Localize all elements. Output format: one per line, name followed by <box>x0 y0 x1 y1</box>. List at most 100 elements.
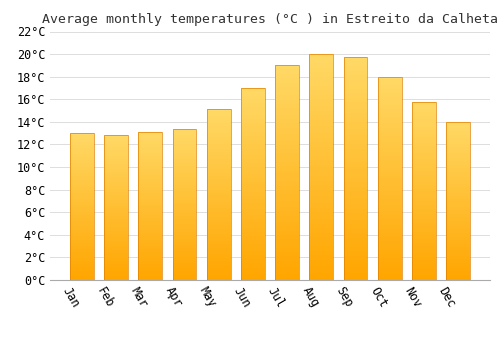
Bar <box>207 249 231 251</box>
Bar <box>344 244 367 247</box>
Bar <box>310 81 333 83</box>
Bar <box>172 238 197 239</box>
Bar <box>172 169 197 171</box>
Bar <box>104 179 128 180</box>
Bar <box>70 201 94 202</box>
Bar <box>70 211 94 212</box>
Bar <box>378 250 402 252</box>
Bar <box>412 251 436 253</box>
Bar <box>104 241 128 243</box>
Bar <box>70 160 94 161</box>
Bar <box>70 214 94 215</box>
Bar <box>310 115 333 117</box>
Bar <box>138 236 162 237</box>
Bar <box>412 210 436 212</box>
Bar <box>378 109 402 111</box>
Bar <box>172 253 197 254</box>
Bar <box>172 263 197 265</box>
Bar <box>70 164 94 166</box>
Bar <box>138 225 162 227</box>
Bar <box>172 148 197 150</box>
Bar <box>446 173 470 174</box>
Bar <box>70 166 94 167</box>
Bar <box>138 151 162 153</box>
Bar <box>378 223 402 225</box>
Bar <box>138 188 162 190</box>
Bar <box>275 203 299 205</box>
Bar <box>104 208 128 209</box>
Bar <box>70 172 94 173</box>
Bar <box>310 133 333 135</box>
Bar <box>172 197 197 198</box>
Bar <box>412 164 436 166</box>
Bar <box>172 257 197 259</box>
Bar <box>207 161 231 162</box>
Bar <box>378 170 402 172</box>
Bar <box>70 139 94 140</box>
Bar <box>310 65 333 68</box>
Bar <box>446 183 470 185</box>
Bar <box>275 233 299 235</box>
Bar <box>446 220 470 222</box>
Bar <box>207 123 231 125</box>
Bar <box>446 195 470 196</box>
Bar <box>104 203 128 205</box>
Bar <box>310 151 333 154</box>
Bar <box>138 243 162 245</box>
Bar <box>138 250 162 252</box>
Bar <box>378 154 402 156</box>
Bar <box>172 165 197 167</box>
Bar <box>70 224 94 226</box>
Bar <box>138 274 162 275</box>
Bar <box>412 184 436 186</box>
Bar <box>241 278 265 280</box>
Bar <box>172 160 197 162</box>
Bar <box>412 259 436 260</box>
Bar <box>70 174 94 176</box>
Bar <box>104 143 128 144</box>
Bar <box>70 246 94 248</box>
Bar <box>275 70 299 72</box>
Bar <box>412 141 436 142</box>
Bar <box>207 188 231 190</box>
Bar <box>446 255 470 256</box>
Bar <box>344 224 367 226</box>
Bar <box>207 140 231 142</box>
Bar <box>446 272 470 274</box>
Bar <box>378 253 402 256</box>
Bar <box>275 278 299 280</box>
Bar <box>310 158 333 160</box>
Bar <box>241 240 265 242</box>
Bar <box>344 149 367 151</box>
Bar <box>104 271 128 273</box>
Bar <box>412 198 436 200</box>
Bar <box>207 224 231 225</box>
Bar <box>310 196 333 199</box>
Bar <box>70 161 94 162</box>
Bar <box>378 184 402 187</box>
Bar <box>207 137 231 139</box>
Bar <box>70 148 94 149</box>
Bar <box>104 235 128 237</box>
Bar <box>138 193 162 194</box>
Bar <box>207 205 231 206</box>
Bar <box>446 259 470 261</box>
Bar <box>344 71 367 73</box>
Bar <box>104 215 128 216</box>
Bar <box>378 166 402 168</box>
Bar <box>446 242 470 244</box>
Bar <box>378 101 402 103</box>
Bar <box>172 266 197 268</box>
Bar <box>275 188 299 190</box>
Bar <box>275 162 299 164</box>
Bar <box>344 240 367 242</box>
Bar <box>241 140 265 142</box>
Bar <box>412 128 436 130</box>
Bar <box>104 234 128 235</box>
Bar <box>70 168 94 170</box>
Bar <box>241 121 265 122</box>
Bar <box>138 144 162 145</box>
Bar <box>412 225 436 226</box>
Bar <box>310 86 333 88</box>
Bar <box>446 168 470 169</box>
